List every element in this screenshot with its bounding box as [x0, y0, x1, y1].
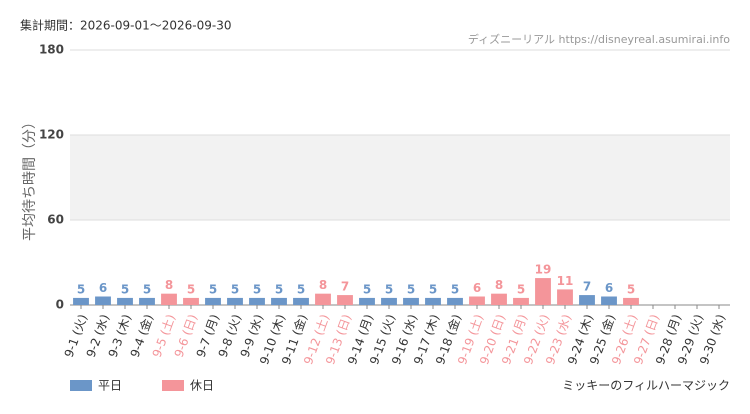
bar [623, 297, 639, 305]
value-label: 5 [187, 282, 195, 296]
y-tick-label: 0 [56, 298, 64, 312]
value-label: 19 [535, 263, 552, 277]
value-label: 6 [473, 281, 481, 295]
source: ディズニーリアル https://disneyreal.asumirai.inf… [468, 32, 730, 46]
value-label: 5 [121, 282, 129, 296]
bar [579, 295, 595, 305]
bar [139, 297, 155, 305]
value-label: 5 [363, 282, 371, 296]
value-label: 5 [385, 282, 393, 296]
value-label: 5 [143, 282, 151, 296]
y-tick-label: 120 [39, 128, 64, 142]
value-label: 5 [275, 282, 283, 296]
bar [469, 296, 485, 305]
bar [249, 297, 265, 305]
legend-swatch [70, 380, 92, 391]
value-label: 5 [209, 282, 217, 296]
value-label: 6 [605, 281, 613, 295]
bar [117, 297, 133, 305]
bar [557, 289, 573, 305]
bar [227, 297, 243, 305]
grid-band [70, 135, 730, 220]
value-label: 5 [297, 282, 305, 296]
value-label: 5 [231, 282, 239, 296]
value-label: 8 [495, 278, 503, 292]
bar [491, 293, 507, 305]
bar [271, 297, 287, 305]
value-label: 5 [429, 282, 437, 296]
value-label: 8 [319, 278, 327, 292]
bar [425, 297, 441, 305]
value-label: 5 [627, 282, 635, 296]
value-label: 5 [517, 282, 525, 296]
bar [513, 297, 529, 305]
y-tick-label: 180 [39, 43, 64, 57]
period-note: 集計期間：2026-09-01～2026-09-30 [20, 18, 231, 33]
legend-label: 平日 [98, 379, 122, 393]
bar [535, 278, 551, 305]
value-label: 6 [99, 281, 107, 295]
value-label: 5 [451, 282, 459, 296]
bar [293, 297, 309, 305]
value-label: 7 [341, 280, 349, 294]
legend-swatch [162, 380, 184, 391]
bar [403, 297, 419, 305]
bar [315, 293, 331, 305]
bar [447, 297, 463, 305]
attraction: ミッキーのフィルハーマジック [562, 379, 730, 393]
bar [183, 297, 199, 305]
bar [73, 297, 89, 305]
value-label: 5 [407, 282, 415, 296]
value-label: 5 [77, 282, 85, 296]
value-label: 5 [253, 282, 261, 296]
value-label: 7 [583, 280, 591, 294]
y-tick-label: 60 [47, 213, 64, 227]
bar [381, 297, 397, 305]
bar [601, 296, 617, 305]
bar [205, 297, 221, 305]
legend-label: 休日 [190, 379, 214, 393]
bar [337, 295, 353, 305]
value-label: 8 [165, 278, 173, 292]
value-label: 11 [557, 274, 574, 288]
bar [161, 293, 177, 305]
bar [359, 297, 375, 305]
y-axis-label: 平均待ち時間（分） [22, 115, 38, 241]
bar [95, 296, 111, 305]
